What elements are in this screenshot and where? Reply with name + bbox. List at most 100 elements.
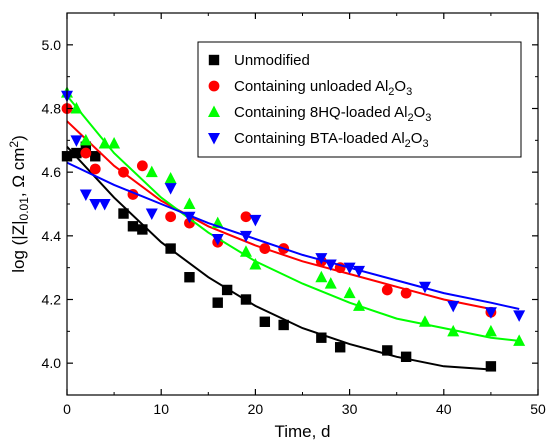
series-4-fit-line	[66, 161, 520, 310]
legend-label-text: O	[414, 104, 426, 121]
legend-label-text: Containing 8HQ-loaded Al	[234, 104, 407, 121]
legend-label-2: Containing unloaded Al2O3	[234, 78, 412, 98]
x-tick-label: 10	[153, 401, 169, 417]
y-axis-title-part: )	[9, 135, 28, 141]
series-3-point	[239, 245, 252, 257]
series-1-point	[400, 351, 412, 362]
series-4-point	[513, 310, 526, 322]
series-3-point	[315, 270, 328, 283]
series-4-point	[164, 183, 177, 195]
y-tick-label: 4.0	[42, 355, 62, 371]
series-3-point	[183, 197, 196, 209]
series-1-point	[485, 361, 497, 372]
y-tick-label: 4.8	[42, 101, 62, 117]
series-4-point	[239, 230, 252, 243]
series-3-point	[108, 137, 121, 149]
series-1-point	[212, 297, 223, 308]
legend-label-1: Unmodified	[234, 52, 310, 69]
y-axis-title-subscript: 0.01	[17, 197, 31, 221]
series-2-point	[118, 166, 129, 178]
legend-label-text: Containing unloaded Al	[234, 78, 388, 95]
series-2-point	[165, 211, 177, 223]
legend-label-subscript: 3	[406, 86, 412, 98]
series-1-point	[382, 345, 393, 356]
series-4-point	[324, 259, 337, 271]
series-3-point	[98, 137, 111, 149]
series-1-point	[259, 316, 271, 327]
series-1-point	[221, 284, 233, 296]
legend-label-subscript: 2	[407, 112, 413, 124]
series-2-point	[80, 147, 92, 159]
legend-marker-2	[208, 80, 220, 92]
series-2-point	[381, 284, 393, 296]
series-3-point	[418, 315, 431, 327]
series-4-point	[70, 135, 83, 147]
legend-marker-3	[208, 105, 220, 117]
legend-label-text: Containing BTA-loaded Al	[234, 130, 405, 147]
series-1-point	[137, 224, 148, 235]
series-2-fit-line	[66, 120, 492, 310]
series-1-point	[80, 141, 92, 152]
x-tick-label: 40	[436, 401, 452, 417]
legend-label-subscript: 3	[422, 138, 428, 150]
series-3-point	[324, 277, 337, 289]
legend-box	[197, 41, 522, 158]
y-tick-label: 4.2	[42, 292, 62, 308]
legend-label-text: O	[394, 78, 406, 95]
x-tick-label: 0	[63, 401, 71, 417]
series-3-point	[164, 172, 177, 184]
series-4-point	[343, 262, 356, 275]
y-axis-title-part: log (|Z|	[9, 220, 28, 272]
series-3-point	[343, 286, 356, 299]
legend-label-subscript: 2	[405, 138, 411, 150]
series-4-point	[249, 214, 262, 227]
series-4-point	[98, 199, 111, 211]
series-1-fit-line	[66, 146, 491, 371]
y-axis-title: log (|Z|0.01, Ω cm2)	[7, 135, 31, 273]
series-1-point	[240, 294, 252, 305]
y-axis-title-part: , Ω cm	[9, 148, 28, 198]
series-3-point	[484, 324, 497, 337]
series-3-point	[353, 299, 366, 311]
series-1-point	[71, 147, 82, 159]
series-4-point	[89, 199, 102, 211]
series-4-point	[484, 307, 497, 319]
y-tick-label: 4.4	[42, 228, 62, 244]
series-1-point	[334, 342, 346, 353]
series-3-point	[145, 165, 158, 178]
x-axis-title: Time, d	[274, 422, 330, 441]
series-1-point	[184, 272, 195, 283]
y-tick-label: 5.0	[42, 37, 62, 53]
series-4-point	[145, 208, 158, 221]
series-1-point	[118, 208, 129, 219]
series-4-point	[353, 265, 366, 278]
series-3-point	[447, 324, 460, 337]
legend-marker-1	[208, 54, 220, 66]
legend-label-text: O	[411, 130, 423, 147]
legend-label-3: Containing 8HQ-loaded Al2O3	[234, 104, 431, 124]
legend-label-subscript: 3	[425, 112, 431, 124]
legend-marker-4	[208, 133, 220, 145]
series-2-point	[400, 287, 412, 299]
series-3-point	[70, 102, 83, 114]
series-1-point	[316, 332, 327, 343]
series-1-point	[278, 319, 289, 331]
series-1-point	[165, 243, 176, 254]
series-3-point	[249, 257, 262, 270]
series-1-point	[90, 151, 101, 162]
y-tick-label: 4.6	[42, 164, 62, 180]
series-3-point	[79, 133, 92, 146]
series-4-point	[183, 211, 196, 224]
series-2-point	[136, 160, 148, 172]
series-2-point	[240, 211, 252, 223]
legend-label-text: Unmodified	[234, 52, 310, 69]
series-2-point	[259, 243, 271, 254]
series-4-point	[447, 300, 460, 313]
legend-label-4: Containing BTA-loaded Al2O3	[234, 130, 429, 150]
x-tick-label: 50	[530, 401, 546, 417]
series-1-point	[127, 221, 139, 232]
series-4-point	[79, 189, 92, 201]
series-4-point	[418, 281, 431, 294]
